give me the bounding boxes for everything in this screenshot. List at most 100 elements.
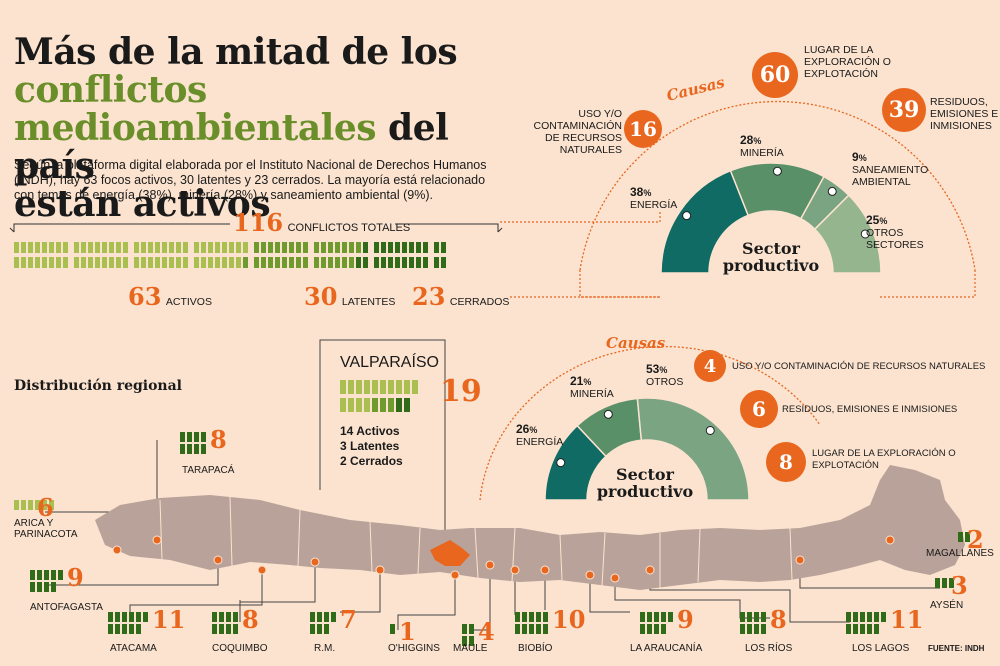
conflict-square (761, 612, 766, 622)
valparaiso-squares (340, 380, 418, 412)
conflict-square (324, 612, 329, 622)
conflict-square (143, 612, 148, 622)
conflict-square (49, 257, 54, 268)
conflict-square (212, 612, 217, 622)
conflict-square (95, 242, 100, 253)
conflict-square (388, 242, 393, 253)
conflict-square (201, 242, 206, 253)
conflict-square (212, 624, 217, 634)
conflict-square (115, 612, 120, 622)
region-count-arica-y-parinacota: 6 (37, 493, 54, 522)
region-bars-coquimbo (212, 612, 238, 634)
conflict-square (423, 257, 428, 268)
region-bars-los-ríos (740, 612, 766, 634)
conflict-square (860, 612, 865, 622)
conflict-square (372, 380, 378, 394)
region-count-magallanes: 2 (967, 525, 984, 554)
conflict-square (268, 257, 273, 268)
conflict-square (331, 612, 336, 622)
conflict-square (236, 242, 241, 253)
conflict-square (176, 242, 181, 253)
conflict-square (640, 624, 645, 634)
conflict-square (543, 612, 548, 622)
region-count-maule: 4 (478, 617, 495, 646)
valparaiso-name: VALPARAÍSO (340, 354, 439, 371)
cerrados-count: 23 CERRADOS (412, 282, 509, 311)
conflict-square (21, 242, 26, 253)
region-bars-row (846, 612, 886, 622)
conflict-square (28, 257, 33, 268)
region-bars-la-araucanía (640, 612, 673, 634)
conflict-square (296, 242, 301, 253)
conflict-square (115, 624, 120, 634)
region-count-aysén: 3 (951, 571, 968, 600)
latentes-label: LATENTES (341, 296, 396, 308)
conflict-square (180, 444, 185, 454)
val-sector-energia: 26% ENERGÍA (516, 422, 564, 448)
region-bars-aysén (935, 578, 954, 588)
conflict-square (81, 257, 86, 268)
conflict-square (381, 242, 386, 253)
conflict-square (529, 612, 534, 622)
conflict-square (74, 242, 79, 253)
valparaiso-cerrados: 2 Cerrados (340, 454, 403, 468)
title-part-1: Más de la mitad de los (14, 31, 458, 73)
conflict-square (543, 624, 548, 634)
conflict-square (348, 380, 354, 394)
nat-causa-3-circle: 39 (882, 88, 926, 132)
conflict-square (321, 242, 326, 253)
conflict-square (37, 570, 42, 580)
region-count-atacama: 11 (152, 605, 186, 634)
conflict-square (254, 257, 259, 268)
region-bars-row (515, 612, 548, 622)
conflict-square (381, 257, 386, 268)
conflict-square (380, 398, 386, 412)
conflict-square (275, 257, 280, 268)
region-name-los-ríos: LOS RÍOS (745, 643, 793, 654)
region-count-tarapacá: 8 (210, 425, 227, 454)
nat-sector-mineria: 28% MINERÍA (740, 133, 784, 159)
cerrados-label: CERRADOS (449, 296, 510, 308)
conflict-square (317, 624, 322, 634)
region-bars-row (846, 624, 886, 634)
conflict-square (136, 624, 141, 634)
conflict-square (321, 257, 326, 268)
conflict-square (412, 380, 418, 394)
region-name-arica-y-parinacota: ARICA Y PARINACOTA (14, 518, 78, 540)
conflict-square (35, 242, 40, 253)
region-count-biobío: 10 (552, 605, 586, 634)
conflict-square (88, 257, 93, 268)
conflict-square (867, 612, 872, 622)
nat-sector-otros: 25% OTROS SECTORES (866, 213, 924, 251)
conflict-square (108, 624, 113, 634)
conflict-square (314, 242, 319, 253)
region-bars-tarapacá (180, 432, 206, 454)
total-squares-row (14, 257, 446, 268)
region-bars-row (212, 624, 238, 634)
valparaiso-sector-label: Sector productivo (596, 465, 694, 501)
conflict-square (74, 257, 79, 268)
conflict-square (183, 242, 188, 253)
conflict-square (356, 242, 361, 253)
conflict-square (388, 257, 393, 268)
conflict-square (529, 624, 534, 634)
conflict-square (846, 612, 851, 622)
val-causa-1-circle: 4 (694, 350, 726, 382)
conflict-square (28, 242, 33, 253)
val-causa-2-circle: 6 (740, 390, 778, 428)
conflict-square (122, 624, 127, 634)
conflict-square (328, 257, 333, 268)
conflict-square (233, 624, 238, 634)
region-bars-row (30, 570, 63, 580)
conflict-square (215, 257, 220, 268)
conflict-square (49, 242, 54, 253)
conflict-square (303, 242, 308, 253)
conflict-square (654, 624, 659, 634)
valparaiso-sector-slice-marker (603, 409, 613, 419)
conflict-square (35, 257, 40, 268)
region-name-aysén: AYSÉN (930, 600, 964, 611)
nat-causa-2-circle: 60 (752, 52, 798, 98)
conflict-square (254, 242, 259, 253)
conflict-square (469, 624, 474, 634)
conflict-square (109, 257, 114, 268)
